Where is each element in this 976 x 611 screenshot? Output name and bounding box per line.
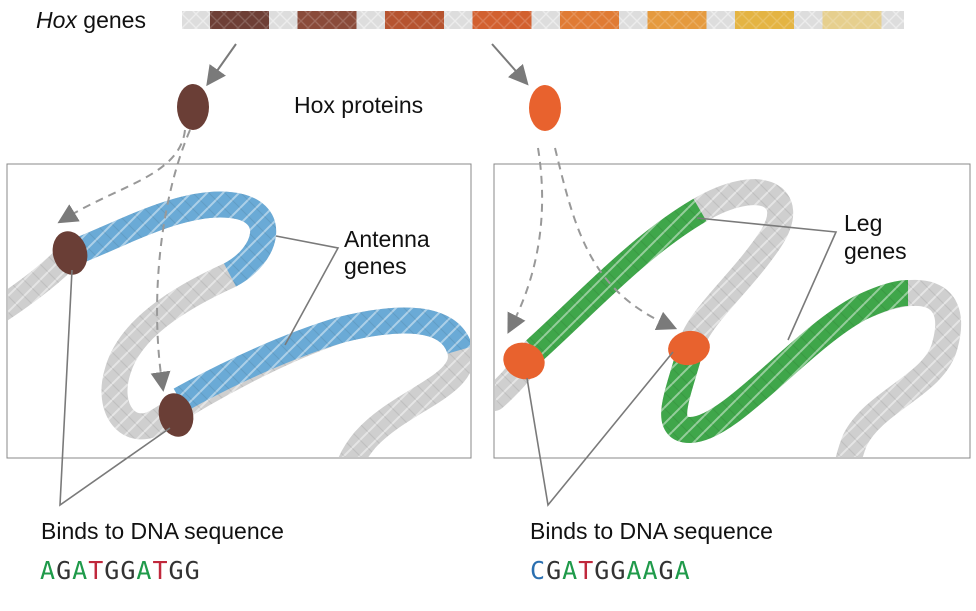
binds-dna-label-left: Binds to DNA sequence xyxy=(41,518,284,544)
dashed-arrow-to-antenna-1 xyxy=(57,129,186,224)
right-nucleotide-1: C xyxy=(530,556,547,585)
left-panel xyxy=(6,129,472,507)
bound-protein-orange-2 xyxy=(668,330,710,366)
left-nucleotide-8: T xyxy=(152,556,169,585)
hox-proteins-label: Hox proteins xyxy=(294,92,424,118)
hox-protein-brown xyxy=(177,84,209,130)
gene-to-protein-arrow-left xyxy=(206,43,237,87)
right-nucleotide-10: A xyxy=(674,556,691,585)
left-nucleotide-2: G xyxy=(56,556,73,585)
left-nucleotide-7: A xyxy=(136,556,153,585)
hox-gene-blocks xyxy=(210,11,882,29)
hox-protein-orange xyxy=(529,85,561,131)
binds-label-lines-right xyxy=(526,351,674,507)
hox-word: Hox xyxy=(36,7,77,33)
right-nucleotide-5: G xyxy=(594,556,611,585)
hox-gene-cluster xyxy=(182,11,904,29)
left-nucleotide-6: G xyxy=(120,556,137,585)
leg-label-lines xyxy=(696,217,838,341)
right-nucleotide-9: G xyxy=(658,556,675,585)
right-nucleotide-2: G xyxy=(546,556,563,585)
left-nucleotide-1: A xyxy=(40,556,57,585)
dashed-arrow-to-leg-1 xyxy=(507,147,544,334)
dashed-arrow-to-antenna-2 xyxy=(150,129,191,392)
genes-word: genes xyxy=(76,7,146,33)
dna-sequence-right: CGATGGAAGA xyxy=(530,556,691,585)
right-panel xyxy=(493,147,971,507)
left-nucleotide-3: A xyxy=(72,556,89,585)
left-nucleotide-5: G xyxy=(104,556,121,585)
leg-genes-label-line1: Leg xyxy=(844,210,883,236)
antenna-genes-label-line1: Antenna xyxy=(344,226,430,252)
right-nucleotide-4: T xyxy=(578,556,595,585)
dna-sequence-left: AGATGGATGG xyxy=(40,556,201,585)
right-nucleotide-8: A xyxy=(642,556,659,585)
hox-genes-label: Hox genes xyxy=(36,7,146,33)
bound-protein-brown-2 xyxy=(158,393,194,437)
left-nucleotide-10: G xyxy=(184,556,201,585)
left-nucleotide-4: T xyxy=(88,556,105,585)
right-nucleotide-3: A xyxy=(562,556,579,585)
bound-protein-brown-1 xyxy=(52,231,88,275)
bound-protein-orange-1 xyxy=(503,342,545,380)
leg-genes-label-line2: genes xyxy=(844,238,907,264)
right-nucleotide-7: A xyxy=(626,556,643,585)
binds-label-lines-left xyxy=(59,269,171,507)
antenna-label-lines xyxy=(275,235,340,346)
antenna-genes-label-line2: genes xyxy=(344,253,407,279)
binds-dna-label-right: Binds to DNA sequence xyxy=(530,518,773,544)
dashed-arrow-to-leg-2 xyxy=(554,147,678,331)
left-nucleotide-9: G xyxy=(168,556,185,585)
gene-to-protein-arrow-right xyxy=(491,43,529,86)
right-nucleotide-6: G xyxy=(610,556,627,585)
